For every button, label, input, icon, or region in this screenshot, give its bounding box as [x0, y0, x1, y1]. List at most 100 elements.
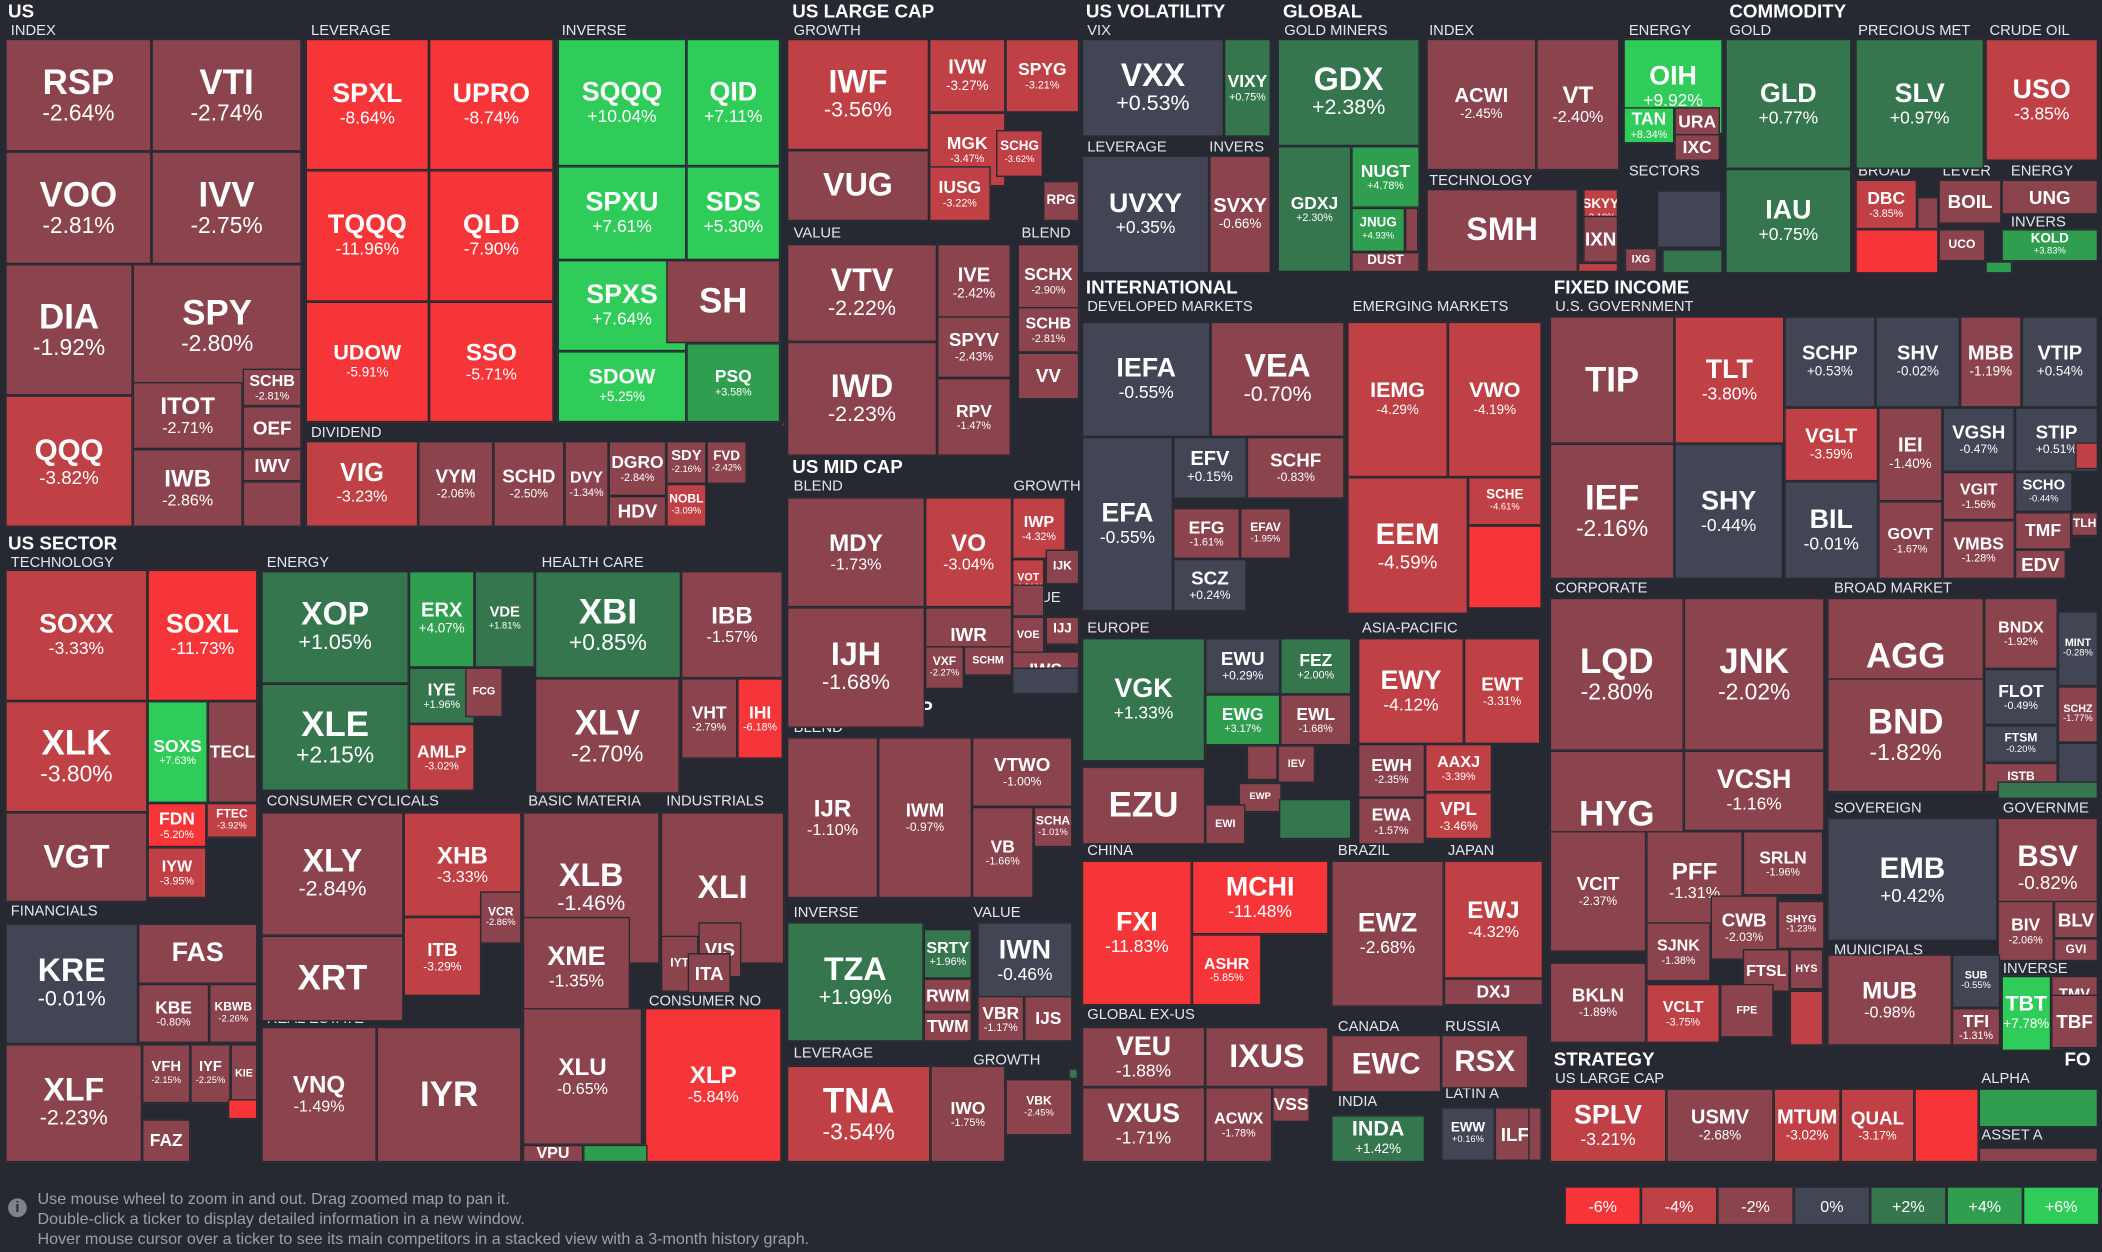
tile-fcg[interactable]: FCG	[465, 667, 503, 718]
tile-tan[interactable]: TAN +8.34%	[1623, 107, 1675, 144]
tile-gdx[interactable]: GDX +2.38%	[1277, 38, 1420, 147]
tile-ewu[interactable]: EWU +0.29%	[1205, 638, 1281, 695]
tile-biv[interactable]: BIV -2.06%	[1997, 900, 2054, 962]
tile-xly[interactable]: XLY -2.84%	[261, 812, 404, 936]
tile-spxu[interactable]: SPXU +7.61%	[557, 166, 687, 261]
tile-srty[interactable]: SRTY +1.96%	[923, 928, 972, 979]
tile-vmbs[interactable]: VMBS -1.28%	[1942, 520, 2015, 580]
tile-iei[interactable]: IEI -1.40%	[1878, 407, 1943, 502]
tile-vtwo[interactable]: VTWO -1.00%	[971, 737, 1073, 807]
tile-iyr[interactable]: IYR	[376, 1026, 522, 1163]
tile-dbc[interactable]: DBC -3.85%	[1855, 179, 1918, 230]
tile-vtv[interactable]: VTV -2.22%	[786, 243, 938, 342]
tile-ijr[interactable]: IJR -1.10%	[786, 737, 879, 899]
tile-iwb[interactable]: IWB -2.86%	[132, 449, 243, 527]
mini-tile[interactable]	[781, 422, 786, 427]
tile-vht[interactable]: VHT -2.79%	[681, 678, 738, 759]
tile-qid[interactable]: QID +7.11%	[686, 38, 781, 167]
tile-vug[interactable]: VUG	[786, 150, 930, 222]
tile-soxx[interactable]: SOXX -3.33%	[5, 569, 148, 702]
tile-ijs[interactable]: IJS	[1024, 995, 1073, 1042]
tile-srln[interactable]: SRLN -1.96%	[1742, 831, 1824, 896]
tile-bnd[interactable]: BND -1.82%	[1827, 678, 1985, 793]
tile-uvxy[interactable]: UVXY +0.35%	[1081, 155, 1210, 274]
tile-dxj[interactable]: DXJ	[1443, 978, 1544, 1006]
tile-rwm[interactable]: RWM	[923, 978, 972, 1013]
tile-vxus[interactable]: VXUS -1.71%	[1081, 1087, 1206, 1163]
tile-vgk[interactable]: VGK +1.33%	[1081, 638, 1206, 762]
tile-voe[interactable]: VOE	[1012, 616, 1045, 655]
mini-tile[interactable]	[1978, 1147, 2099, 1163]
tile-sche[interactable]: SCHE -4.61%	[1467, 477, 1542, 526]
tile-ewp[interactable]: EWP	[1238, 782, 1282, 813]
tile-gld[interactable]: GLD +0.77%	[1725, 38, 1852, 169]
tile-edv[interactable]: EDV	[2014, 549, 2066, 580]
tile-ftsm[interactable]: FTSM -0.20%	[1984, 725, 2058, 763]
tile-rpv[interactable]: RPV -1.47%	[937, 378, 1011, 456]
tile-iusg[interactable]: IUSG -3.22%	[929, 166, 991, 222]
tile-spxs[interactable]: SPXS +7.64%	[557, 260, 687, 352]
tile-spyv[interactable]: SPYV -2.43%	[937, 316, 1011, 379]
tile-vss[interactable]: VSS	[1272, 1087, 1310, 1122]
tile-ashr[interactable]: ASHR -5.85%	[1191, 934, 1262, 1006]
tile-sjnk[interactable]: SJNK -1.38%	[1646, 922, 1711, 982]
tile-fas[interactable]: FAS	[138, 923, 258, 984]
tile-ewz[interactable]: EWZ -2.68%	[1331, 860, 1444, 1007]
tile-fvd[interactable]: FVD -2.42%	[706, 441, 747, 484]
mini-tile[interactable]	[1985, 261, 2013, 274]
tile-spxl[interactable]: SPXL -8.64%	[305, 38, 429, 171]
tile-ewt[interactable]: EWT -3.31%	[1463, 638, 1541, 744]
tile-nugt[interactable]: NUGT +4.78%	[1351, 146, 1420, 208]
tile-xme[interactable]: XME -1.35%	[522, 916, 631, 1018]
tile-iwn[interactable]: IWN -0.46%	[977, 922, 1073, 999]
tile-usmv[interactable]: USMV -2.68%	[1666, 1088, 1774, 1163]
tile-vgt[interactable]: VGT	[5, 812, 148, 903]
tile-vb[interactable]: VB -1.66%	[971, 806, 1034, 899]
tile-bndx[interactable]: BNDX -1.92%	[1984, 597, 2058, 669]
tile-vxx[interactable]: VXX +0.53%	[1081, 38, 1224, 137]
tile-xbi[interactable]: XBI +0.85%	[534, 571, 682, 679]
tile-emb[interactable]: EMB +0.42%	[1827, 817, 1998, 942]
tile-ibb[interactable]: IBB -1.57%	[681, 571, 783, 679]
tile-gvi[interactable]: GVI	[2053, 938, 2099, 962]
tile-ief[interactable]: IEF -2.16%	[1549, 443, 1675, 580]
tile-tecl[interactable]: TECL	[207, 701, 258, 803]
mini-tile[interactable]	[1246, 745, 1278, 781]
tile-schb[interactable]: SCHB -2.81%	[242, 368, 302, 407]
mini-tile[interactable]	[1917, 197, 1939, 230]
tile-vtip[interactable]: VTIP +0.54%	[2021, 316, 2099, 408]
tile-vnq[interactable]: VNQ -1.49%	[261, 1026, 377, 1163]
tile-boil[interactable]: BOIL	[1938, 179, 2002, 224]
tile-ixg[interactable]: IXG	[1624, 247, 1657, 273]
mini-tile[interactable]	[1467, 525, 1542, 609]
tile-efav[interactable]: EFAV -1.95%	[1240, 508, 1291, 559]
tile-ixus[interactable]: IXUS	[1205, 1026, 1329, 1088]
tile-uso[interactable]: USO -3.85%	[1985, 38, 2099, 161]
tile-dust[interactable]: DUST	[1351, 252, 1420, 273]
tile-scha[interactable]: SCHA -1.01%	[1033, 806, 1073, 848]
tile-iwo[interactable]: IWO -1.75%	[930, 1065, 1006, 1163]
tile-xlv[interactable]: XLV -2.70%	[534, 678, 680, 794]
tile-upro[interactable]: UPRO -8.74%	[428, 38, 554, 171]
tile-sub[interactable]: SUB -0.55%	[1951, 954, 2001, 1009]
tile-schf[interactable]: SCHF -0.83%	[1246, 437, 1345, 499]
tile-erx[interactable]: ERX +4.07%	[408, 571, 475, 668]
tile-spy[interactable]: SPY -2.80%	[132, 264, 302, 389]
tile-iwf[interactable]: IWF -3.56%	[786, 38, 930, 151]
tile-schg[interactable]: SCHG -3.62%	[996, 130, 1043, 177]
mini-tile[interactable]	[2075, 442, 2099, 470]
tile-xrt[interactable]: XRT	[261, 935, 404, 1022]
tile-efv[interactable]: EFV +0.15%	[1173, 437, 1247, 499]
tile-govt[interactable]: GOVT -1.67%	[1878, 501, 1943, 580]
tile-rsp[interactable]: RSP -2.64%	[5, 38, 152, 152]
tile-vfh[interactable]: VFH -2.15%	[142, 1044, 191, 1104]
tile-schp[interactable]: SCHP +0.53%	[1784, 316, 1876, 408]
tile-sso[interactable]: SSO -5.71%	[428, 301, 554, 423]
tile-udow[interactable]: UDOW -5.91%	[305, 301, 429, 423]
tile-ijk[interactable]: IJK	[1045, 549, 1080, 585]
tile-ewl[interactable]: EWL -1.68%	[1280, 694, 1352, 746]
tile-vt[interactable]: VT -2.40%	[1536, 38, 1620, 171]
tile-aaxj[interactable]: AAXJ -3.39%	[1425, 743, 1493, 793]
tile-vym[interactable]: VYM -2.06%	[418, 441, 494, 527]
